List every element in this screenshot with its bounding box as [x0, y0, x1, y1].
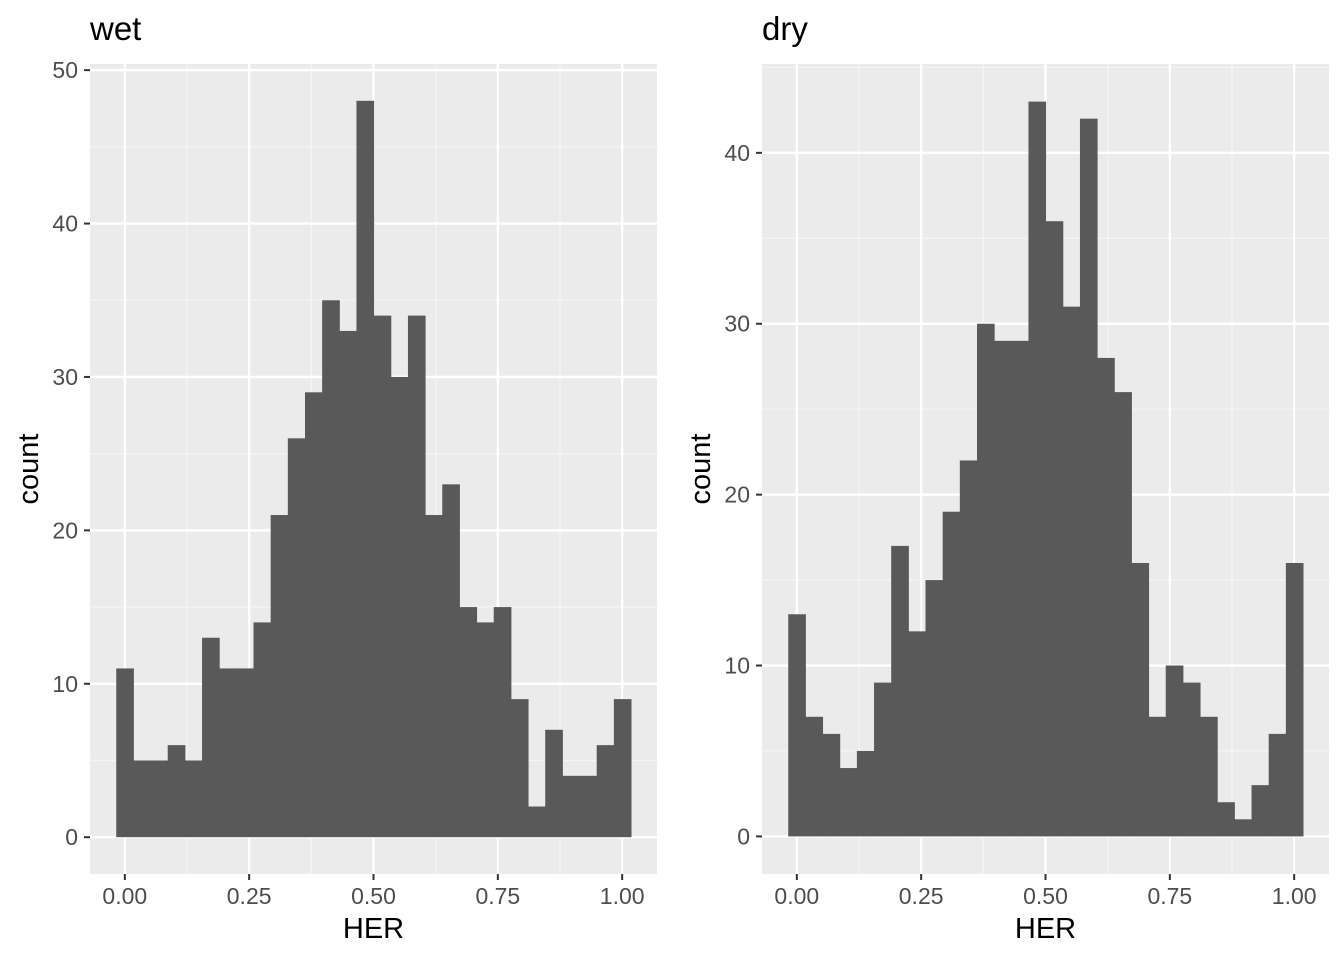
histogram-bar [891, 545, 909, 837]
histogram-bar [373, 315, 392, 838]
histogram-bar [116, 668, 134, 838]
histogram-bar [976, 323, 995, 837]
y-tick-label: 20 [724, 482, 750, 508]
histogram-bar [1234, 819, 1253, 837]
histogram-bar [287, 438, 306, 838]
histogram-bar [510, 699, 529, 838]
y-axis-ticks: 0 10 20 30 40 [724, 140, 762, 849]
histogram-bar [253, 622, 272, 838]
histogram-bar [1131, 562, 1150, 837]
y-tick-label: 50 [52, 57, 78, 83]
y-axis-title: count [685, 434, 717, 505]
wet-histogram-panel: wet 0 10 20 30 40 50 0.00 0.25 0.50 0.75 1.00 HER… [13, 10, 657, 945]
histogram-bar [1165, 665, 1184, 837]
histogram-bar [1114, 392, 1132, 837]
histogram-bar [1045, 221, 1064, 837]
x-axis-ticks: 0.00 0.25 0.50 0.75 1.00 [102, 874, 645, 909]
histogram-bar [1079, 118, 1098, 837]
x-tick-label: 0.75 [1147, 883, 1192, 909]
histogram-bar [493, 607, 512, 838]
histogram-bar [356, 100, 375, 838]
histogram-bar [874, 682, 892, 837]
y-tick-label: 40 [52, 211, 78, 237]
x-tick-label: 0.00 [102, 883, 147, 909]
x-tick-label: 0.25 [227, 883, 272, 909]
y-axis-title: count [13, 434, 45, 505]
y-tick-label: 40 [724, 140, 750, 166]
y-tick-label: 30 [52, 364, 78, 390]
histogram-bar [459, 607, 478, 838]
histogram-bar [304, 392, 323, 838]
y-tick-label: 20 [52, 517, 78, 543]
histogram-bar [425, 515, 443, 838]
y-tick-label: 0 [65, 824, 78, 850]
histogram-bar [579, 775, 598, 838]
histogram-bar [442, 484, 460, 838]
histogram-bar [908, 631, 927, 837]
y-tick-label: 10 [52, 671, 78, 697]
histogram-bar [219, 668, 237, 838]
histogram-bar [1062, 306, 1081, 837]
histogram-bar [528, 806, 546, 838]
y-tick-label: 10 [724, 653, 750, 679]
histogram-bar [390, 376, 409, 838]
histogram-bar [856, 750, 875, 837]
histogram-bar [322, 300, 340, 838]
panel-title-wet: wet [89, 10, 141, 47]
x-tick-label: 0.25 [899, 883, 944, 909]
x-axis-ticks: 0.00 0.25 0.50 0.75 1.00 [774, 874, 1317, 909]
histogram-bar [1217, 802, 1235, 837]
histogram-bar [822, 733, 841, 837]
histogram-bar [202, 637, 220, 838]
x-tick-label: 0.50 [1023, 883, 1068, 909]
x-tick-label: 0.00 [774, 883, 819, 909]
x-tick-label: 0.75 [475, 883, 520, 909]
x-tick-label: 1.00 [600, 883, 645, 909]
histogram-bar [339, 330, 357, 838]
histogram-bar [788, 614, 806, 837]
histogram-bar [959, 460, 978, 837]
histogram-bar [545, 729, 563, 838]
histogram-bar [805, 716, 824, 837]
x-tick-label: 1.00 [1272, 883, 1317, 909]
y-axis-ticks: 0 10 20 30 40 50 [52, 57, 90, 850]
histogram-bar [596, 745, 615, 838]
histogram-bar [184, 760, 203, 838]
histogram-bar [270, 515, 289, 838]
y-tick-label: 30 [724, 311, 750, 337]
dry-histogram-panel: dry 0 10 20 30 40 0.00 0.25 0.50 0.75 1.00 HER c… [685, 10, 1329, 945]
histogram-bar [407, 315, 426, 838]
histogram-bar [236, 668, 255, 838]
histogram-bar [1028, 101, 1047, 837]
histogram-bar [1148, 716, 1167, 837]
histogram-bar [1097, 357, 1115, 837]
histogram-bar [1182, 682, 1201, 837]
histogram-bar [1200, 716, 1218, 837]
histogram-bar [1285, 562, 1304, 837]
panel-title-dry: dry [762, 10, 808, 47]
histogram-bar [1268, 733, 1287, 837]
histogram-bar [925, 580, 944, 837]
histogram-bar [133, 760, 152, 838]
histogram-bar [994, 340, 1012, 837]
histogram-bar [1011, 340, 1029, 837]
histogram-bar [839, 768, 858, 837]
x-tick-label: 0.50 [351, 883, 396, 909]
histogram-bar [562, 775, 581, 838]
x-axis-title: HER [1015, 913, 1076, 945]
x-axis-title: HER [343, 913, 404, 945]
histogram-bar [1251, 785, 1270, 837]
histogram-bar [476, 622, 495, 838]
y-tick-label: 0 [737, 823, 750, 849]
histogram-bar [942, 511, 961, 837]
histogram-bar [150, 760, 169, 838]
histogram-bars [116, 100, 632, 838]
histogram-bar [167, 745, 186, 838]
histogram-bars [788, 101, 1304, 837]
histogram-bar [613, 699, 632, 838]
